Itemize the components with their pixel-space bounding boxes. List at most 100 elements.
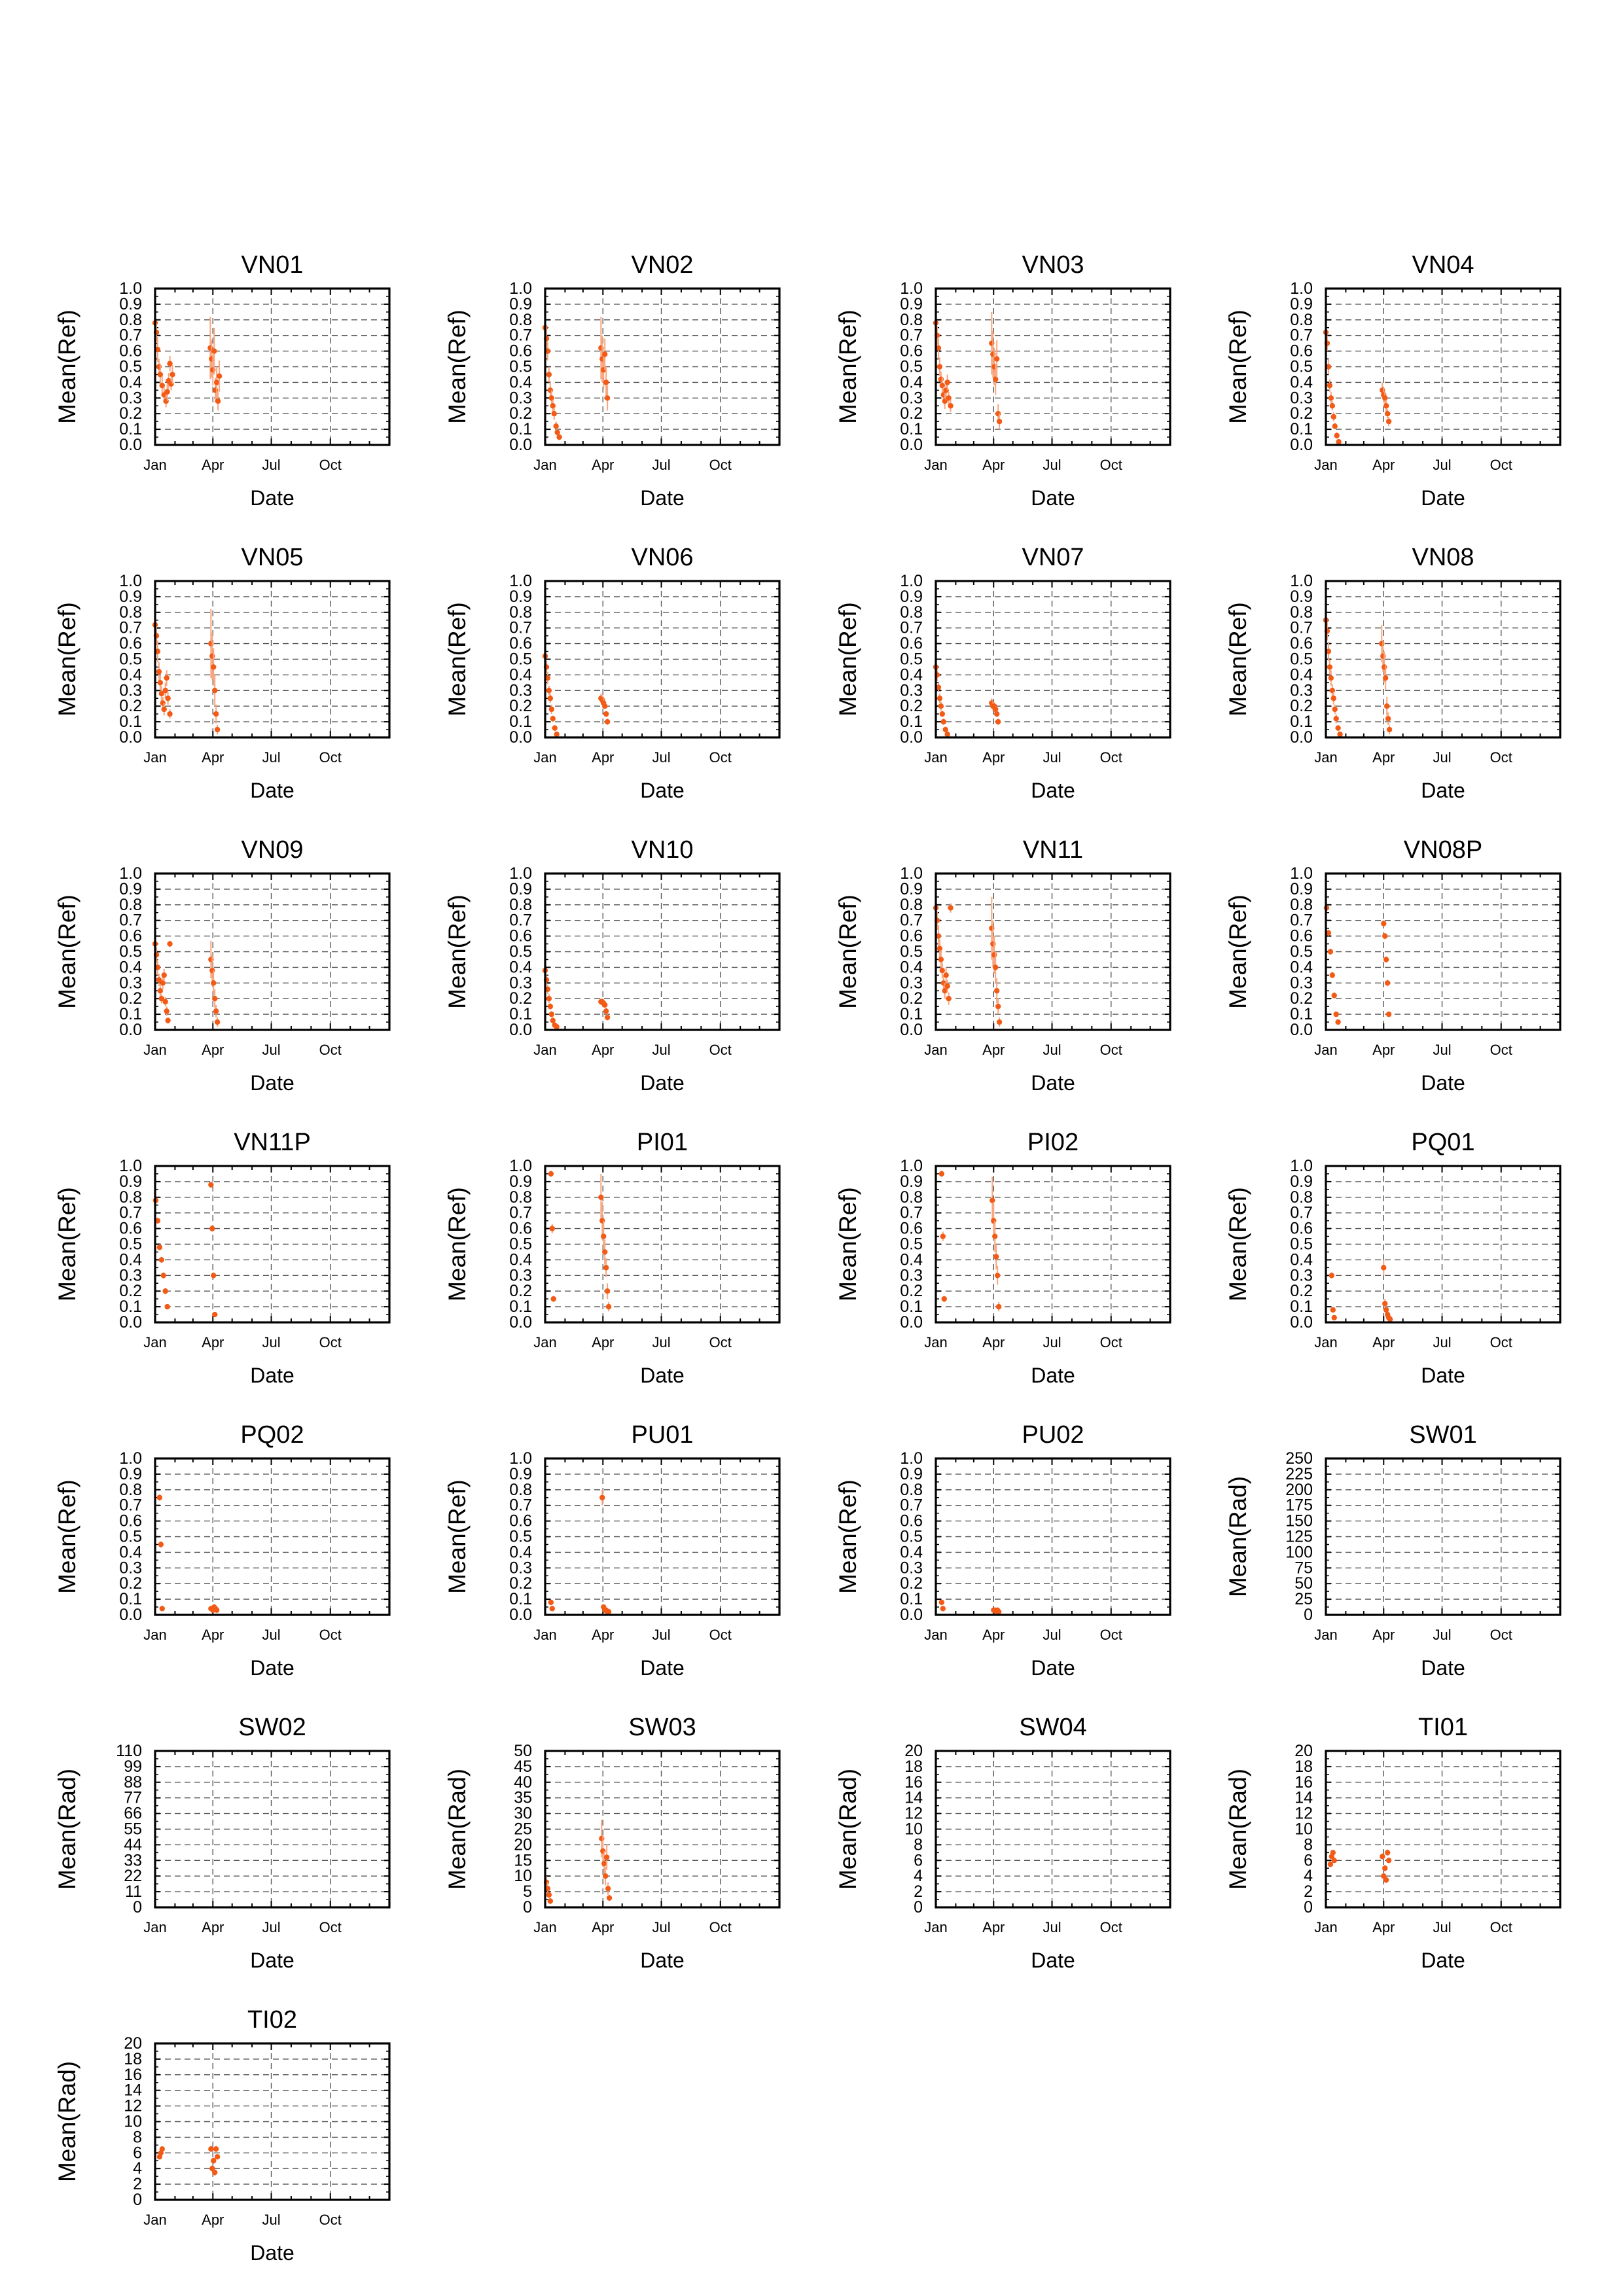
y-tick-label: 0.9 [900, 1465, 923, 1483]
y-tick-label: 0.0 [509, 1021, 532, 1039]
data-point [1380, 1854, 1385, 1860]
y-axis-label: Mean(Ref) [444, 894, 471, 1009]
y-tick-label: 0.5 [119, 943, 142, 961]
y-tick-label: 0.7 [509, 1496, 532, 1515]
data-point [1385, 716, 1391, 722]
plot-frame [935, 1165, 1171, 1324]
data-point [547, 1898, 554, 1904]
data-point [549, 1606, 555, 1612]
data-point [996, 418, 1003, 425]
y-tick-label: 0.0 [509, 728, 532, 747]
data-point [214, 726, 221, 733]
y-tick-label: 18 [904, 1757, 923, 1776]
data-point [1327, 382, 1333, 389]
data-point [544, 675, 551, 681]
y-tick-label: 1.0 [900, 1449, 923, 1468]
y-tick-label: 0.0 [509, 1606, 532, 1624]
y-tick-label: 99 [124, 1757, 142, 1776]
y-tick-label: 1.0 [509, 1157, 532, 1175]
y-tick-label: 0.4 [1290, 958, 1313, 976]
x-tick-label: Jul [1433, 749, 1451, 766]
y-tick-label: 0.2 [119, 989, 142, 1008]
data-point [993, 964, 999, 970]
chart-panel-vn11: VN11 0.00.10.20.30.40.50.60.70.80.91.0 Jan… [834, 836, 1171, 1095]
y-tick-label: 0.4 [119, 665, 142, 684]
plot-frame [544, 1457, 781, 1616]
data-point [935, 933, 942, 939]
y-axis-label: Mean(Rad) [1224, 1769, 1251, 1890]
y-tick-label: 2 [1304, 1882, 1313, 1901]
x-tick-label: Jan [143, 1334, 166, 1351]
y-tick-label: 16 [1294, 1773, 1313, 1792]
y-tick-label: 1.0 [1290, 279, 1313, 298]
data-point [943, 972, 949, 978]
y-tick-label: 1.0 [509, 279, 532, 298]
x-axis-label: Date [1421, 1071, 1465, 1095]
data-point [948, 905, 954, 911]
y-tick-label: 0.9 [509, 1465, 532, 1483]
data-point [603, 1854, 610, 1860]
x-tick-label: Apr [982, 749, 1005, 766]
data-point [544, 986, 551, 993]
y-tick-label: 0.3 [119, 1559, 142, 1577]
y-tick-label: 45 [514, 1757, 532, 1776]
y-tick-label: 0.6 [1290, 342, 1313, 361]
y-tick-label: 0.8 [900, 1481, 923, 1499]
x-tick-label: Apr [982, 457, 1005, 473]
y-tick-label: 1.0 [900, 1157, 923, 1175]
data-point [1325, 930, 1332, 936]
data-point [1325, 648, 1332, 654]
y-tick-label: 0.0 [900, 1021, 923, 1039]
data-point [1330, 696, 1336, 701]
data-point [939, 382, 946, 389]
data-point [598, 1194, 604, 1201]
y-tick-label: 0.4 [900, 1543, 923, 1561]
data-point [1336, 439, 1342, 445]
y-tick-label: 0.3 [509, 389, 532, 407]
y-tick-label: 0.0 [900, 1606, 923, 1624]
data-point [940, 1606, 946, 1612]
x-tick-label: Apr [592, 457, 614, 473]
data-point [1387, 1316, 1393, 1322]
y-tick-label: 0.6 [900, 927, 923, 945]
data-point [164, 1303, 170, 1310]
data-point [212, 2169, 218, 2176]
y-tick-label: 0.1 [119, 1005, 142, 1023]
chart-panel-vn11p: VN11P 0.00.10.20.30.40.50.60.70.80.91.0 Ja… [54, 1129, 391, 1387]
x-axis-label: Date [250, 486, 294, 510]
y-tick-label: 200 [1285, 1481, 1313, 1499]
y-tick-label: 0 [914, 1898, 923, 1916]
data-point [546, 1892, 552, 1898]
y-tick-label: 0.7 [509, 327, 532, 345]
data-point [213, 2146, 219, 2152]
y-tick-label: 0.8 [900, 311, 923, 329]
y-axis-label: Mean(Ref) [54, 894, 80, 1009]
data-point [157, 988, 164, 994]
data-point [940, 1233, 946, 1239]
y-tick-label: 0.0 [1290, 436, 1313, 454]
y-tick-label: 0 [133, 2191, 142, 2209]
data-point [1381, 921, 1387, 927]
y-tick-label: 2 [133, 2175, 142, 2193]
x-tick-label: Jan [533, 1042, 556, 1058]
y-tick-label: 6 [1304, 1851, 1313, 1869]
y-tick-label: 8 [1304, 1835, 1313, 1854]
data-point [1330, 1850, 1336, 1856]
y-tick-label: 0.9 [119, 1465, 142, 1483]
y-tick-label: 20 [1294, 1742, 1313, 1760]
y-tick-label: 0.1 [1290, 713, 1313, 731]
x-tick-label: Jan [533, 457, 556, 473]
y-tick-label: 0.8 [119, 896, 142, 914]
x-axis-label: Date [1031, 1071, 1075, 1095]
y-tick-label: 0.0 [1290, 728, 1313, 747]
x-tick-label: Jul [1043, 1334, 1061, 1351]
chart-panel-pu02: PU02 0.00.10.20.30.40.50.60.70.80.91.0 Jan… [834, 1421, 1171, 1680]
y-axis-label: Mean(Rad) [444, 1769, 471, 1890]
y-axis-label: Mean(Rad) [54, 1769, 80, 1890]
y-tick-label: 1.0 [1290, 1157, 1313, 1175]
y-tick-label: 0.1 [509, 1005, 532, 1023]
y-tick-label: 0.2 [1290, 404, 1313, 423]
x-tick-label: Jan [1314, 1042, 1337, 1058]
x-tick-label: Oct [319, 2212, 342, 2228]
